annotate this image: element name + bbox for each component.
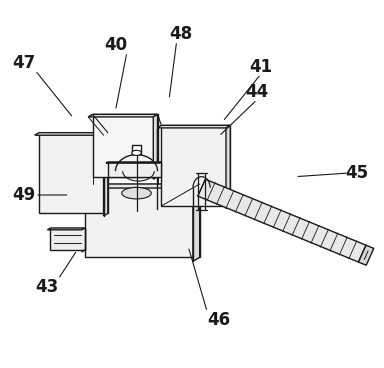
Polygon shape xyxy=(88,114,157,117)
Polygon shape xyxy=(93,114,157,177)
Polygon shape xyxy=(35,133,108,135)
Text: 47: 47 xyxy=(12,54,35,72)
Text: 43: 43 xyxy=(35,277,58,296)
Text: 40: 40 xyxy=(104,36,127,54)
Text: 46: 46 xyxy=(207,311,230,329)
Polygon shape xyxy=(47,228,85,230)
Polygon shape xyxy=(359,245,374,265)
Text: 48: 48 xyxy=(169,25,192,43)
Polygon shape xyxy=(50,228,85,250)
Polygon shape xyxy=(161,125,230,206)
Polygon shape xyxy=(108,162,161,177)
Polygon shape xyxy=(39,133,108,213)
Polygon shape xyxy=(193,184,200,261)
Text: 45: 45 xyxy=(345,164,368,182)
Text: 41: 41 xyxy=(249,58,272,76)
Polygon shape xyxy=(85,184,200,257)
Polygon shape xyxy=(153,114,157,179)
Polygon shape xyxy=(157,125,230,128)
Polygon shape xyxy=(78,184,200,188)
Polygon shape xyxy=(226,125,230,209)
Polygon shape xyxy=(106,162,161,163)
Ellipse shape xyxy=(132,150,141,155)
Polygon shape xyxy=(132,145,141,153)
Text: 49: 49 xyxy=(12,186,35,204)
Polygon shape xyxy=(104,133,108,216)
Text: 44: 44 xyxy=(245,83,269,101)
Polygon shape xyxy=(198,179,366,262)
Ellipse shape xyxy=(122,187,151,199)
